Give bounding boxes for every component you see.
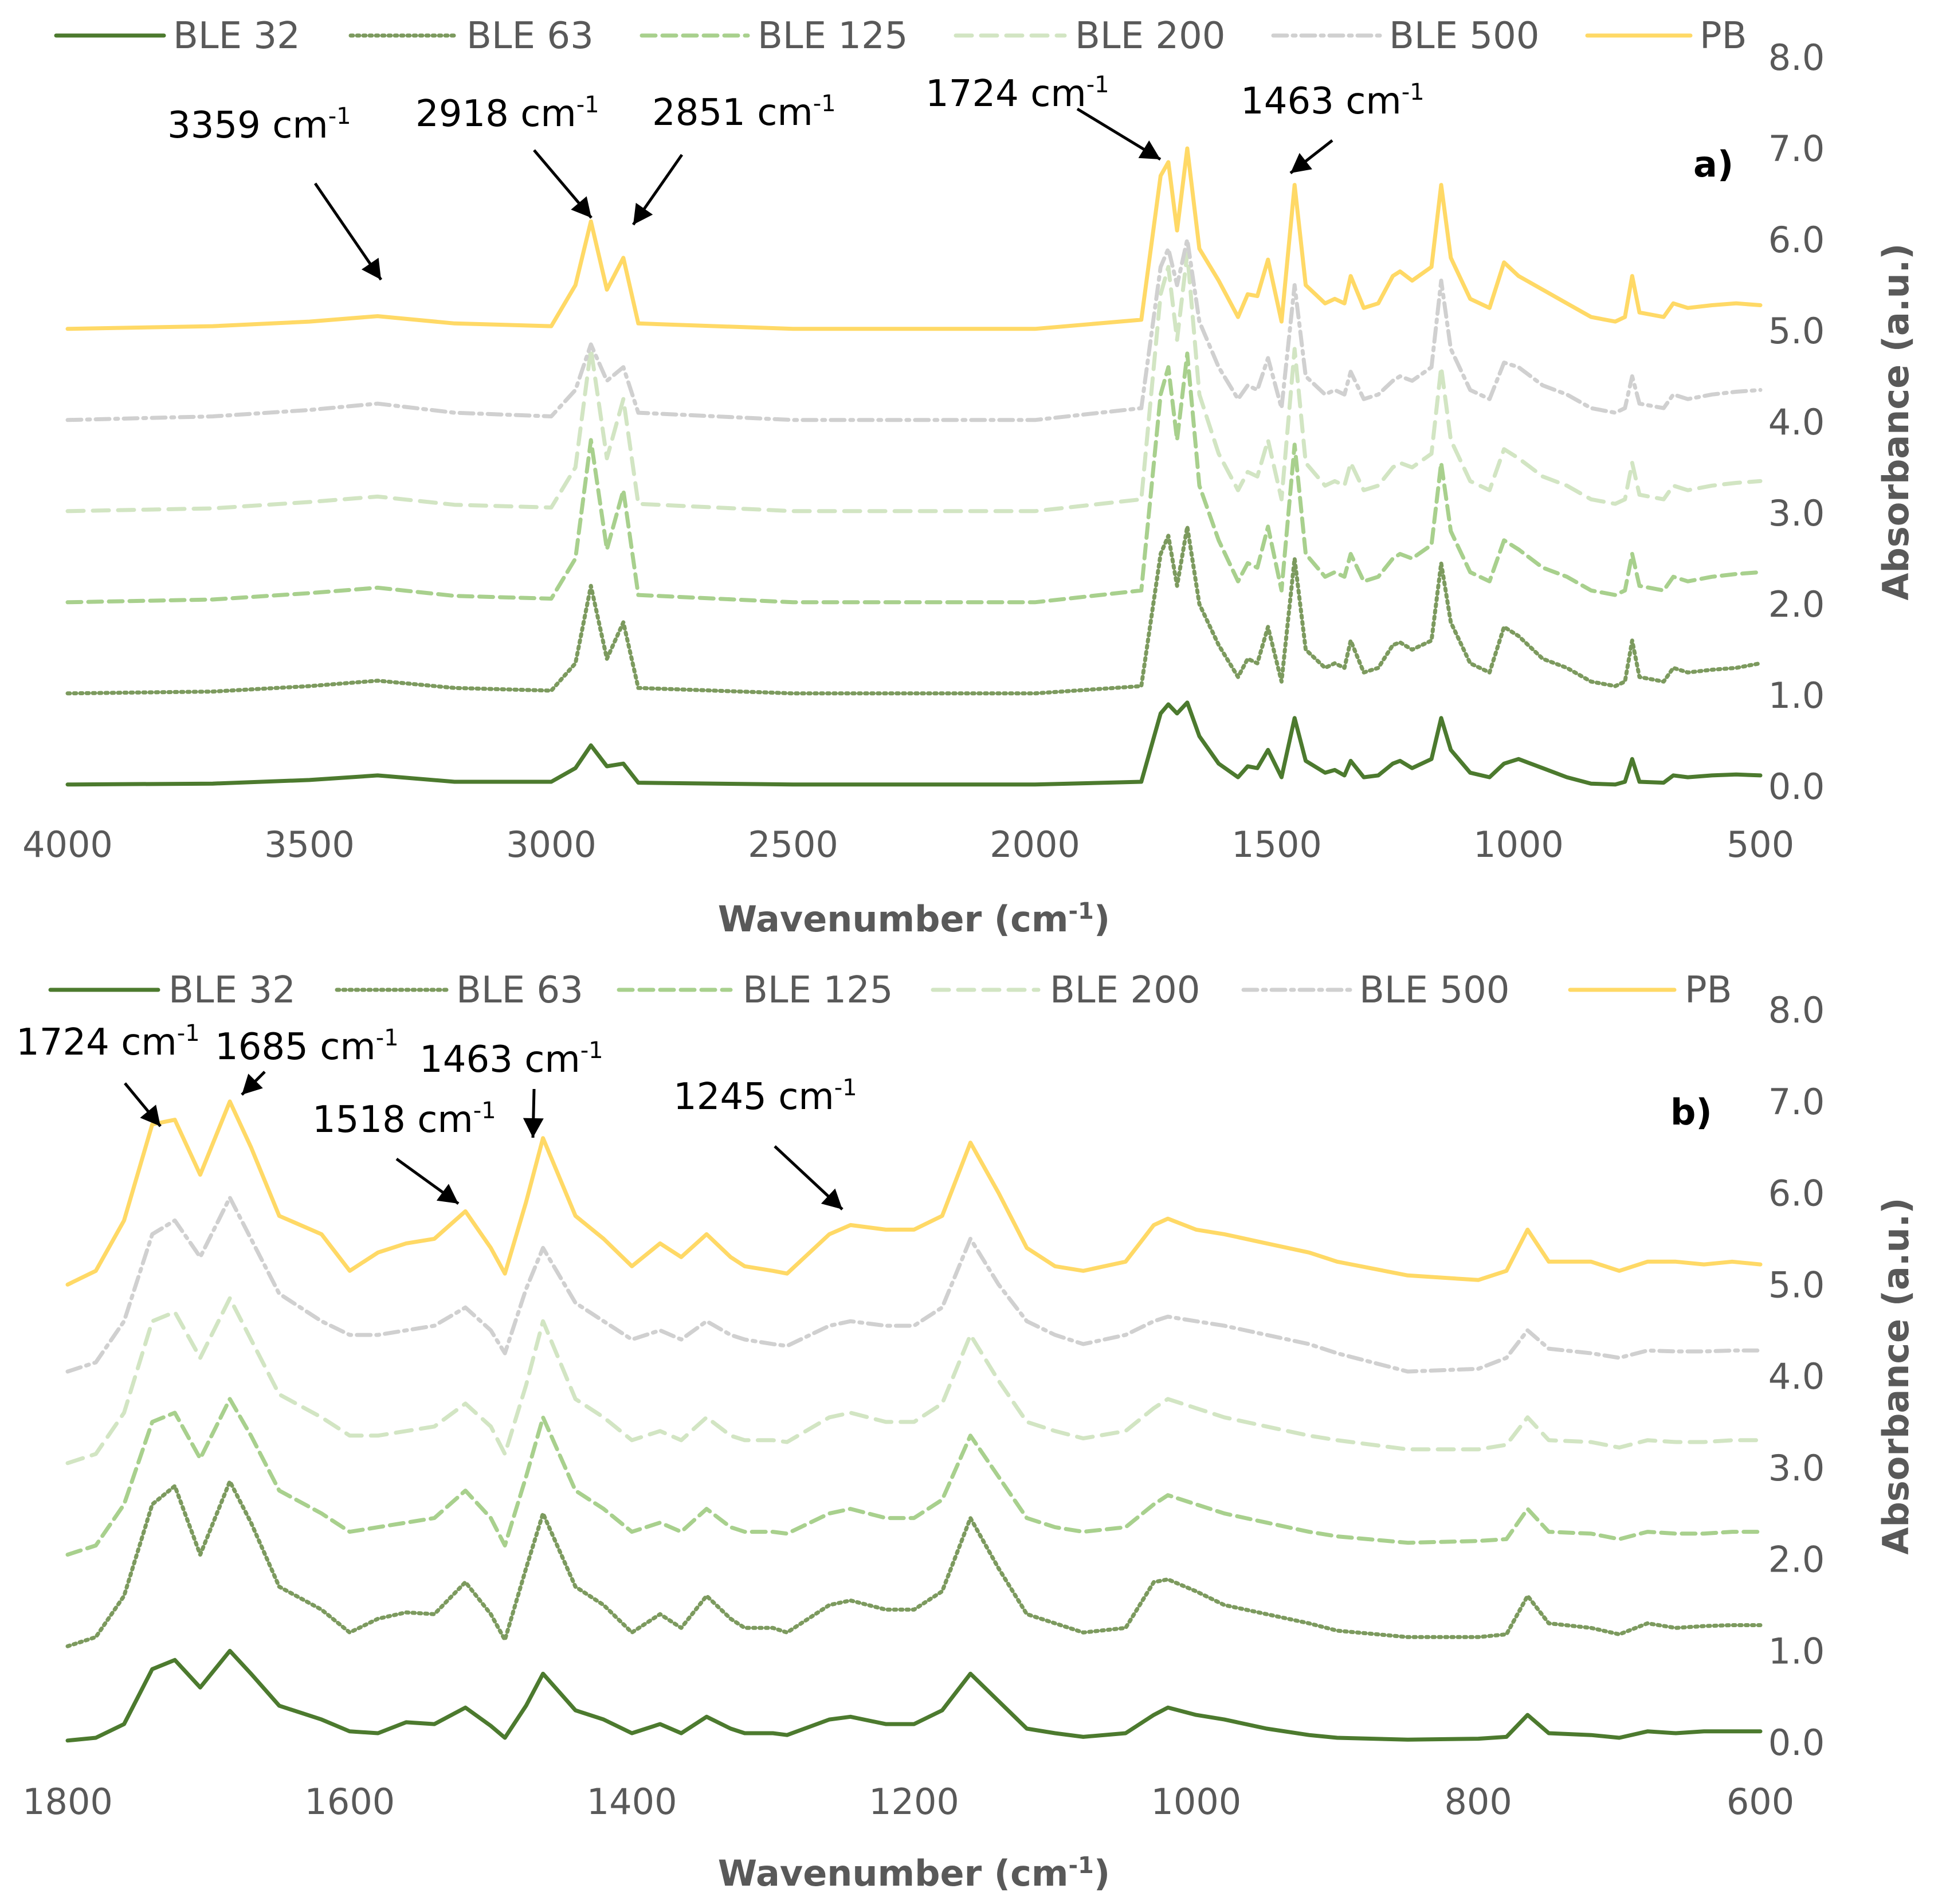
x-tick-label: 1000 [1151,1781,1241,1823]
x-tick-label: 1000 [1473,824,1564,865]
y-tick-label: 6.0 [1768,219,1825,261]
series-line-ble-63 [65,1479,1763,1648]
annotation-arrowhead [436,1184,458,1204]
series-line-ble-32 [65,1648,1763,1743]
x-tick-label: 2000 [990,824,1080,865]
y-tick-label: 5.0 [1768,1264,1825,1306]
x-ticks: 4000 3500 3000 2500 2000 1500 1000 500 [22,824,1794,865]
annotation-label: 1463 cm-1 [1241,79,1425,123]
y-axis-title: Absorbance (a.u.) [1875,244,1917,601]
annotations: 3359 cm-1 2918 cm-1 2851 cm-1 1724 cm-1 1463… [167,72,1425,281]
series-group [65,1099,1763,1743]
x-tick-label: 1200 [869,1781,959,1823]
annotation-label: 1724 cm-1 [16,1020,200,1064]
legend: BLE 32 BLE 63 BLE 125 BLE 200 BLE 500 PB [54,15,1747,57]
x-tick-label: 1800 [22,1781,113,1823]
legend-label-ble-200: BLE 200 [1075,15,1226,57]
x-tick-label: 3500 [264,824,355,865]
annotation-arrowhead [140,1104,160,1126]
series-line-ble-200 [65,1296,1763,1466]
annotation-label: 2851 cm-1 [652,91,836,134]
annotation-label: 1463 cm-1 [419,1037,603,1081]
legend: BLE 32 BLE 63 BLE 125 BLE 200 BLE 500 PB [48,969,1732,1012]
y-tick-label: 3.0 [1768,1447,1825,1489]
legend-label-ble-32: BLE 32 [173,15,300,57]
y-tick-label: 0.0 [1768,766,1825,808]
y-tick-label: 1.0 [1768,675,1825,716]
legend-label-ble-500: BLE 500 [1359,969,1510,1012]
x-ticks: 1800 1600 1400 1200 1000 800 600 [22,1781,1794,1823]
annotation-label: 1518 cm-1 [312,1098,496,1141]
x-tick-label: 4000 [22,824,113,865]
y-tick-label: 7.0 [1768,1081,1825,1123]
series-line-ble-125 [65,351,1763,605]
y-ticks: 8.0 7.0 6.0 5.0 4.0 3.0 2.0 1.0 0.0 [1768,37,1825,808]
annotation-arrowhead [1290,152,1312,173]
x-tick-label: 1500 [1231,824,1322,865]
y-tick-label: 0.0 [1768,1722,1825,1764]
legend-label-ble-63: BLE 63 [456,969,583,1012]
annotation-arrowhead [361,257,381,280]
y-tick-label: 1.0 [1768,1630,1825,1672]
x-tick-label: 2500 [748,824,838,865]
y-tick-label: 3.0 [1768,492,1825,534]
annotations: 1724 cm-1 1685 cm-1 1518 cm-1 1463 cm-1 1245… [16,1020,857,1210]
series-line-ble-32 [65,700,1763,787]
panel-a: 8.0 7.0 6.0 5.0 4.0 3.0 2.0 1.0 0.0 4000 3500 3000 2… [22,15,1917,940]
series-line-ble-500 [65,237,1763,422]
x-axis-title: Wavenumber (cm-1) [718,898,1110,940]
annotation-arrowhead [821,1188,842,1209]
panel-label: a) [1693,143,1733,185]
series-line-pb [65,146,1763,331]
y-tick-label: 2.0 [1768,1539,1825,1581]
y-tick-label: 4.0 [1768,1355,1825,1397]
annotation-label: 2918 cm-1 [415,92,599,135]
series-line-ble-500 [65,1196,1763,1374]
series-line-ble-200 [65,251,1763,514]
annotation-arrowhead [242,1074,263,1095]
annotation-arrowhead [523,1118,544,1138]
legend-label-ble-63: BLE 63 [466,15,594,57]
series-group [65,146,1763,787]
legend-label-ble-200: BLE 200 [1050,969,1201,1012]
annotation-label: 1685 cm-1 [215,1025,399,1068]
x-tick-label: 800 [1444,1781,1512,1823]
y-tick-label: 2.0 [1768,583,1825,625]
y-axis-title: Absorbance (a.u.) [1875,1198,1917,1555]
annotation-label: 1724 cm-1 [925,72,1109,115]
legend-label-pb: PB [1685,969,1732,1012]
x-tick-label: 500 [1727,824,1794,865]
y-tick-label: 4.0 [1768,401,1825,443]
legend-label-ble-125: BLE 125 [743,969,893,1012]
x-axis-title: Wavenumber (cm-1) [718,1852,1110,1894]
y-tick-label: 8.0 [1768,989,1825,1031]
x-tick-label: 3000 [506,824,597,865]
legend-label-ble-125: BLE 125 [758,15,908,57]
legend-label-ble-500: BLE 500 [1389,15,1540,57]
legend-label-ble-32: BLE 32 [168,969,296,1012]
panel-label: b) [1670,1091,1712,1133]
y-tick-label: 6.0 [1768,1173,1825,1215]
annotation-arrowhead [633,202,653,225]
y-tick-label: 8.0 [1768,37,1825,79]
x-tick-label: 1400 [587,1781,677,1823]
y-tick-label: 7.0 [1768,128,1825,170]
annotation-label: 1245 cm-1 [673,1075,857,1118]
y-ticks: 8.0 7.0 6.0 5.0 4.0 3.0 2.0 1.0 0.0 [1768,989,1825,1764]
x-tick-label: 1600 [304,1781,395,1823]
series-line-ble-125 [65,1397,1763,1557]
series-line-pb [65,1099,1763,1287]
y-tick-label: 5.0 [1768,310,1825,352]
annotation-arrowhead [571,196,591,218]
legend-label-pb: PB [1700,15,1747,57]
annotation-label: 3359 cm-1 [167,103,351,147]
x-tick-label: 600 [1727,1781,1794,1823]
annotation-arrowhead [1138,140,1160,159]
series-line-ble-63 [65,524,1763,696]
